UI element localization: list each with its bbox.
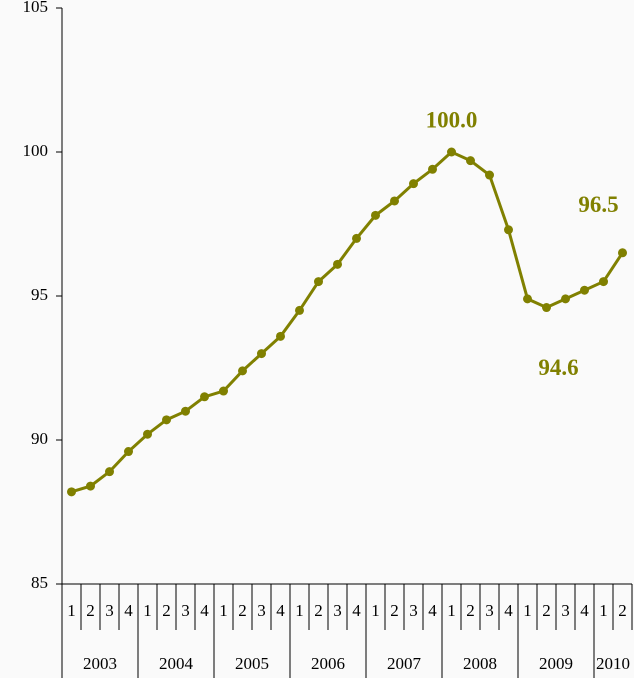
point [143, 429, 152, 439]
x-tick-label: 1 [67, 601, 76, 620]
point [523, 294, 532, 304]
point [428, 164, 437, 174]
year-label: 2003 [83, 654, 117, 673]
year-label: 2007 [387, 654, 422, 673]
x-tick-label: 2 [314, 601, 323, 620]
year-label: 2009 [539, 654, 573, 673]
point [390, 196, 399, 206]
y-tick-label: 85 [31, 573, 48, 592]
x-tick-label: 2 [390, 601, 399, 620]
point [485, 170, 494, 180]
data-label: 96.5 [578, 192, 618, 217]
x-tick-label: 2 [542, 601, 551, 620]
point [352, 233, 361, 243]
x-tick-label: 3 [181, 601, 190, 620]
x-tick-label: 4 [124, 601, 133, 620]
x-tick-label: 3 [105, 601, 114, 620]
point [219, 386, 228, 396]
line [71, 150, 624, 494]
x-tick-label: 4 [504, 601, 513, 620]
x-tick-label: 3 [485, 601, 494, 620]
point [200, 392, 209, 402]
point [86, 481, 95, 491]
point [124, 447, 133, 457]
x-tick-label: 2 [618, 601, 627, 620]
x-tick-label: 1 [143, 601, 152, 620]
y-tick-label: 100 [23, 141, 49, 160]
point [561, 294, 570, 304]
x-tick-label: 4 [276, 601, 285, 620]
point [105, 467, 114, 477]
point [162, 415, 171, 425]
x-tick-label: 1 [447, 601, 456, 620]
x-tick-label: 1 [523, 601, 532, 620]
x-tick-label: 2 [162, 601, 171, 620]
data-label: 100.0 [426, 107, 478, 132]
x-tick-label: 4 [428, 601, 437, 620]
point [333, 259, 342, 269]
x-tick-label: 3 [257, 601, 266, 620]
point [257, 349, 266, 359]
point [599, 277, 608, 287]
x-tick-label: 1 [295, 601, 304, 620]
data-label: 94.6 [538, 355, 578, 380]
x-tick-label: 2 [86, 601, 95, 620]
point [466, 156, 475, 166]
x-tick-label: 4 [352, 601, 361, 620]
y-tick-label: 90 [31, 429, 48, 448]
year-label: 2006 [311, 654, 345, 673]
point [181, 406, 190, 416]
year-label: 2008 [463, 654, 497, 673]
year-label: 2010 [596, 654, 630, 673]
x-tick-label: 3 [409, 601, 418, 620]
point [276, 331, 285, 341]
y-tick-label: 105 [23, 0, 49, 16]
point [409, 179, 418, 189]
point [295, 305, 304, 315]
point [580, 285, 589, 295]
point [542, 303, 551, 313]
point [504, 225, 513, 235]
x-tick-label: 1 [599, 601, 608, 620]
year-label: 2004 [159, 654, 194, 673]
year-label: 2005 [235, 654, 269, 673]
x-tick-label: 2 [466, 601, 475, 620]
x-tick-label: 4 [580, 601, 589, 620]
point [371, 210, 380, 220]
point [618, 248, 627, 258]
x-tick-label: 1 [371, 601, 380, 620]
point [238, 366, 247, 376]
x-tick-label: 2 [238, 601, 247, 620]
x-tick-label: 3 [333, 601, 342, 620]
point [67, 487, 76, 497]
y-tick-label: 95 [31, 285, 48, 304]
x-tick-label: 4 [200, 601, 209, 620]
point [447, 147, 456, 157]
point [314, 277, 323, 287]
x-tick-label: 3 [561, 601, 570, 620]
x-tick-label: 1 [219, 601, 228, 620]
